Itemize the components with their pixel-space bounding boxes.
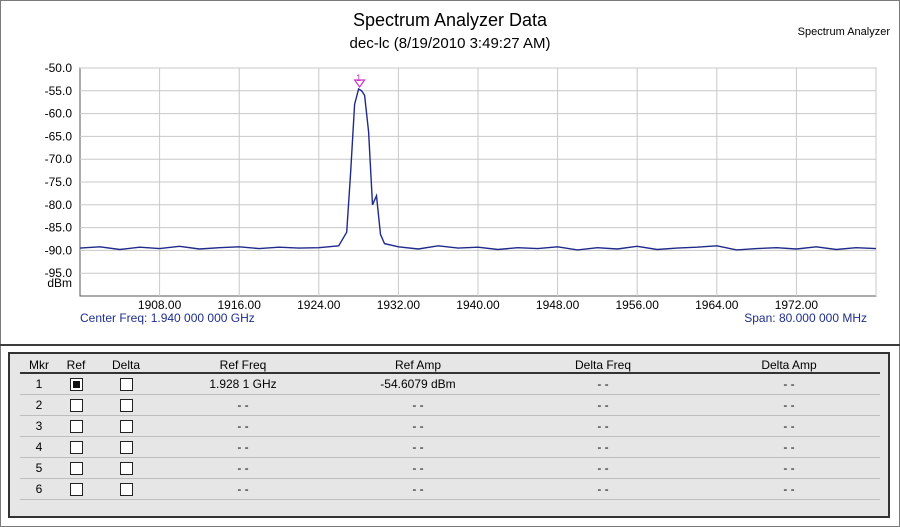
marker-number: 4 — [20, 436, 58, 458]
ref-checkbox[interactable] — [69, 420, 83, 434]
ref-checkbox[interactable] — [69, 399, 83, 413]
chart-subtitle: dec-lc (8/19/2010 3:49:27 AM) — [349, 35, 551, 52]
marker-number: 1 — [20, 373, 58, 395]
marker-label: 1 — [356, 73, 361, 83]
marker-number: 3 — [20, 415, 58, 437]
col-ref-amp: Ref Amp — [328, 358, 508, 374]
delta-checkbox[interactable] — [119, 420, 133, 434]
y-unit-label: dBm — [47, 276, 72, 290]
delta-freq-value: - - — [508, 436, 698, 458]
ref-amp-value: - - — [328, 394, 508, 416]
x-tick-label: 1924.00 — [297, 298, 341, 312]
ref-checkbox[interactable] — [69, 441, 83, 455]
delta-freq-value: - - — [508, 373, 698, 395]
x-tick-label: 1972.00 — [775, 298, 819, 312]
x-tick-label: 1940.00 — [456, 298, 500, 312]
y-tick-label: -65.0 — [45, 129, 73, 143]
ref-freq-value: - - — [158, 478, 328, 500]
delta-checkbox[interactable] — [119, 441, 133, 455]
marker-panel: Mkr Ref Delta Ref Freq Ref Amp Delta Fre… — [8, 352, 890, 518]
ref-amp-value: - - — [328, 457, 508, 479]
span-label: Span: 80.000 000 MHz — [744, 311, 867, 325]
delta-amp-value: - - — [698, 373, 880, 395]
y-tick-label: -55.0 — [45, 84, 73, 98]
marker-table-header: Mkr Ref Delta Ref Freq Ref Amp Delta Fre… — [20, 358, 880, 374]
marker-row: 4- -- -- -- - — [20, 436, 880, 458]
delta-amp-value: - - — [698, 478, 880, 500]
y-tick-label: -70.0 — [45, 152, 73, 166]
y-tick-label: -50.0 — [45, 61, 73, 75]
marker-triangle — [353, 79, 366, 89]
center-freq-label: Center Freq: 1.940 000 000 GHz — [80, 311, 255, 325]
ref-freq-value: - - — [158, 394, 328, 416]
col-ref-freq: Ref Freq — [158, 358, 328, 374]
marker-row: 6- -- -- -- - — [20, 478, 880, 500]
spectrum-chart: -50.0 -55.0 -60.0 -65.0 -70.0 -75.0 -80.0 -85.0… — [45, 61, 877, 312]
spectrum-trace — [79, 87, 877, 251]
marker-row: 2- -- -- -- - — [20, 394, 880, 416]
x-tick-label: 1956.00 — [616, 298, 660, 312]
delta-amp-value: - - — [698, 457, 880, 479]
delta-freq-value: - - — [508, 478, 698, 500]
delta-freq-value: - - — [508, 394, 698, 416]
marker-number: 6 — [20, 478, 58, 500]
app-brand-label: Spectrum Analyzer — [797, 26, 890, 38]
delta-checkbox[interactable] — [119, 462, 133, 476]
ref-checkbox[interactable] — [69, 483, 83, 497]
x-tick-label: 1916.00 — [218, 298, 262, 312]
ref-amp-value: - - — [328, 415, 508, 437]
ref-checkbox[interactable] — [69, 462, 83, 476]
ref-amp-value: - - — [328, 436, 508, 458]
ref-checkbox[interactable] — [69, 378, 83, 392]
panel-separator — [0, 344, 900, 346]
delta-checkbox[interactable] — [119, 483, 133, 497]
y-tick-label: -90.0 — [45, 243, 73, 257]
col-ref: Ref — [58, 358, 94, 374]
y-tick-label: -80.0 — [45, 198, 73, 212]
y-tick-label: -85.0 — [45, 221, 73, 235]
marker-number: 5 — [20, 457, 58, 479]
col-delta-amp: Delta Amp — [698, 358, 880, 374]
marker-row: 1 1.928 1 GHz -54.6079 dBm - -- - — [20, 373, 880, 395]
marker-row: 5- -- -- -- - — [20, 457, 880, 479]
chart-title: Spectrum Analyzer Data — [352, 10, 548, 30]
ref-freq-value: - - — [158, 457, 328, 479]
ref-amp-value: -54.6079 dBm — [328, 373, 508, 395]
delta-amp-value: - - — [698, 415, 880, 437]
ref-freq-value: - - — [158, 436, 328, 458]
delta-checkbox[interactable] — [119, 399, 133, 413]
delta-checkbox[interactable] — [119, 378, 133, 392]
marker-row: 3- -- -- -- - — [20, 415, 880, 437]
delta-amp-value: - - — [698, 394, 880, 416]
x-tick-label: 1964.00 — [695, 298, 739, 312]
marker-table: Mkr Ref Delta Ref Freq Ref Amp Delta Fre… — [20, 358, 880, 500]
col-delta-freq: Delta Freq — [508, 358, 698, 374]
delta-freq-value: - - — [508, 415, 698, 437]
marker-number: 2 — [20, 394, 58, 416]
delta-freq-value: - - — [508, 457, 698, 479]
col-mkr: Mkr — [20, 358, 58, 374]
col-delta: Delta — [94, 358, 158, 374]
y-tick-label: -75.0 — [45, 175, 73, 189]
ref-amp-value: - - — [328, 478, 508, 500]
x-tick-label: 1948.00 — [536, 298, 580, 312]
ref-freq-value: 1.928 1 GHz — [158, 373, 328, 395]
x-tick-label: 1932.00 — [377, 298, 421, 312]
x-tick-label: 1908.00 — [138, 298, 182, 312]
delta-amp-value: - - — [698, 436, 880, 458]
y-tick-label: -95.0 — [45, 266, 73, 280]
ref-freq-value: - - — [158, 415, 328, 437]
y-tick-label: -60.0 — [45, 107, 73, 121]
